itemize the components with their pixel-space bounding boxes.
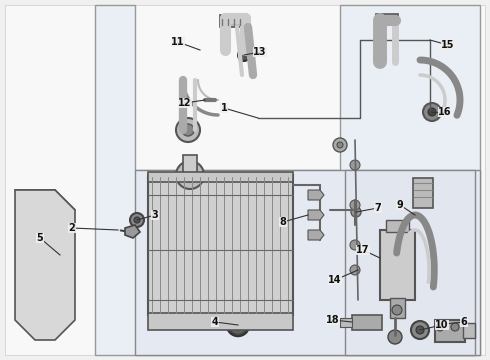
Text: 1: 1 xyxy=(220,103,227,113)
FancyBboxPatch shape xyxy=(148,313,293,330)
FancyBboxPatch shape xyxy=(220,15,248,27)
Circle shape xyxy=(416,326,424,334)
Circle shape xyxy=(183,168,197,182)
FancyBboxPatch shape xyxy=(18,295,48,313)
FancyBboxPatch shape xyxy=(352,315,382,330)
Circle shape xyxy=(176,161,204,189)
Circle shape xyxy=(392,305,402,315)
FancyBboxPatch shape xyxy=(380,230,415,300)
Text: 15: 15 xyxy=(441,40,455,50)
Polygon shape xyxy=(308,190,324,200)
Text: 3: 3 xyxy=(151,210,158,220)
FancyBboxPatch shape xyxy=(340,318,352,327)
Circle shape xyxy=(130,213,144,227)
Text: 4: 4 xyxy=(212,317,219,327)
FancyBboxPatch shape xyxy=(376,14,398,24)
Circle shape xyxy=(182,124,194,136)
FancyBboxPatch shape xyxy=(390,298,405,318)
Circle shape xyxy=(227,314,249,336)
Text: 8: 8 xyxy=(280,217,287,227)
FancyBboxPatch shape xyxy=(386,220,409,232)
Text: 10: 10 xyxy=(435,320,449,330)
Circle shape xyxy=(451,323,459,331)
Circle shape xyxy=(428,108,436,116)
FancyBboxPatch shape xyxy=(148,175,293,315)
FancyBboxPatch shape xyxy=(345,170,475,355)
FancyBboxPatch shape xyxy=(5,5,485,355)
FancyBboxPatch shape xyxy=(148,172,293,182)
Text: 7: 7 xyxy=(375,203,381,213)
Text: 16: 16 xyxy=(438,107,452,117)
Text: 9: 9 xyxy=(396,200,403,210)
Circle shape xyxy=(351,207,361,217)
Text: 6: 6 xyxy=(461,317,467,327)
Text: 13: 13 xyxy=(253,47,267,57)
FancyBboxPatch shape xyxy=(413,178,433,208)
Polygon shape xyxy=(95,5,480,355)
Circle shape xyxy=(350,160,360,170)
Text: 18: 18 xyxy=(326,315,340,325)
Text: 2: 2 xyxy=(69,223,75,233)
Text: 14: 14 xyxy=(328,275,342,285)
FancyBboxPatch shape xyxy=(463,323,475,338)
Circle shape xyxy=(134,217,140,223)
Text: 5: 5 xyxy=(37,233,44,243)
Circle shape xyxy=(238,49,250,61)
Circle shape xyxy=(350,240,360,250)
FancyBboxPatch shape xyxy=(435,320,465,342)
Polygon shape xyxy=(308,210,324,220)
Circle shape xyxy=(333,138,347,152)
FancyBboxPatch shape xyxy=(18,260,48,278)
Circle shape xyxy=(176,118,200,142)
Circle shape xyxy=(423,103,441,121)
Circle shape xyxy=(350,200,360,210)
Polygon shape xyxy=(135,170,480,355)
Text: 12: 12 xyxy=(178,98,192,108)
Polygon shape xyxy=(15,190,75,340)
Circle shape xyxy=(232,319,244,331)
Polygon shape xyxy=(125,225,140,238)
Circle shape xyxy=(388,330,402,344)
Text: 17: 17 xyxy=(356,245,370,255)
Text: 11: 11 xyxy=(171,37,185,47)
Polygon shape xyxy=(308,230,324,240)
Circle shape xyxy=(350,265,360,275)
Circle shape xyxy=(411,321,429,339)
FancyBboxPatch shape xyxy=(18,225,48,243)
Circle shape xyxy=(337,142,343,148)
Circle shape xyxy=(436,323,444,331)
FancyBboxPatch shape xyxy=(183,155,197,177)
